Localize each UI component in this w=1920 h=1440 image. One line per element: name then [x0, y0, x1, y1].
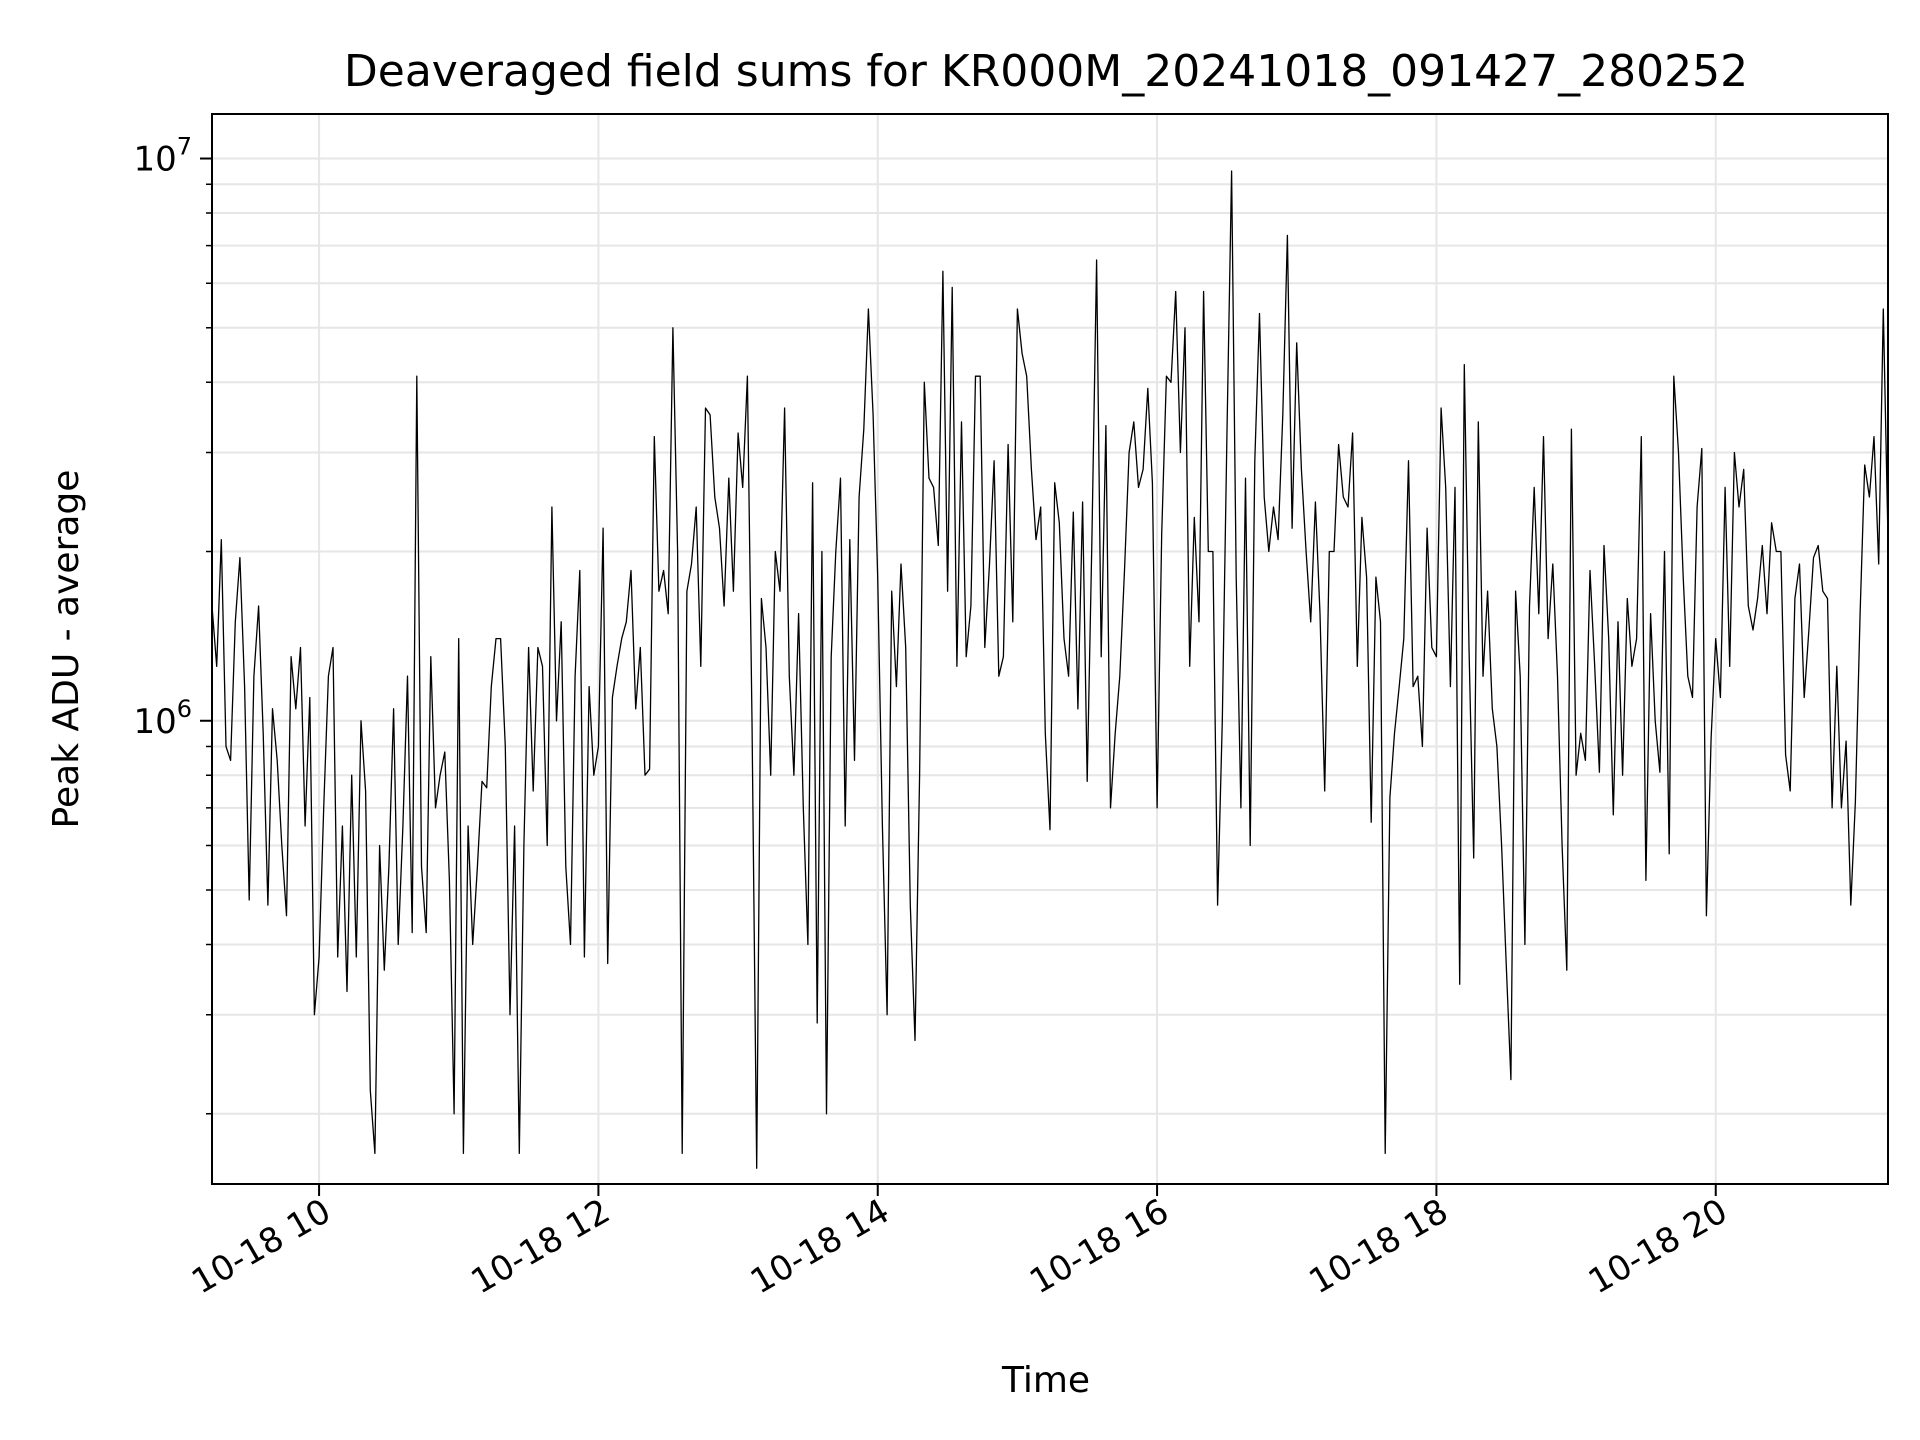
- y-tick-label: 107: [133, 133, 192, 180]
- x-tick-label: 10-18 12: [465, 1191, 617, 1302]
- grid-lines: [212, 114, 1888, 1184]
- y-axis-label: Peak ADU - average: [46, 470, 87, 829]
- x-tick-label: 10-18 18: [1303, 1191, 1455, 1302]
- x-tick-label: 10-18 10: [185, 1191, 337, 1302]
- x-axis-ticks: 10-18 10 10-18 12 10-18 14 10-18 16 10-18 18…: [185, 1184, 1734, 1302]
- chart-title: Deaveraged field sums for KR000M_2024101…: [344, 46, 1748, 97]
- x-tick-label: 10-18 14: [744, 1191, 896, 1302]
- x-axis-label: Time: [1001, 1360, 1090, 1401]
- plot-frame: [211, 113, 1889, 1185]
- y-tick-label: 106: [133, 695, 192, 742]
- y-axis-ticks: 106 107: [133, 133, 212, 1115]
- y-tick-exponent: 6: [177, 695, 192, 723]
- y-tick-exponent: 7: [177, 133, 192, 161]
- x-tick-label: 10-18 16: [1023, 1191, 1175, 1302]
- x-tick-label: 10-18 20: [1582, 1191, 1734, 1302]
- series-line: [211, 170, 1889, 1169]
